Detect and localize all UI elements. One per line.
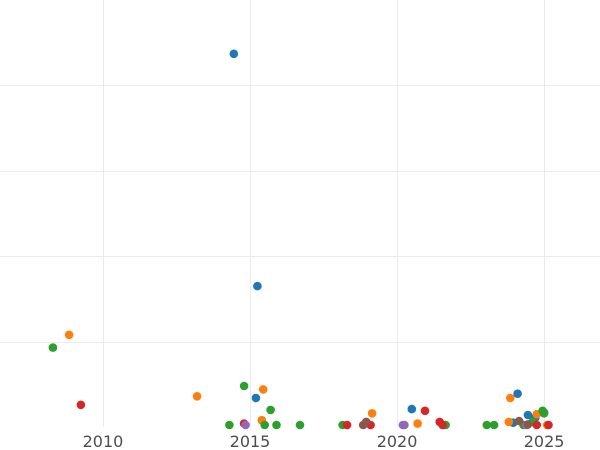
data-point-s3-6 [438, 420, 447, 430]
data-point-s2-10 [489, 420, 499, 430]
data-point-s1-6 [506, 393, 515, 403]
data-point-s5-2 [514, 416, 524, 426]
data-point-s5-1 [358, 420, 368, 430]
data-points [48, 49, 553, 430]
data-point-s5-3 [523, 420, 533, 429]
data-point-s0-3 [407, 404, 417, 414]
data-point-s1-0 [64, 330, 74, 340]
data-point-s0-0 [229, 49, 239, 59]
x-axis-ticks: 2010 2015 2020 2025 [83, 432, 565, 450]
data-point-s0-2 [251, 393, 261, 403]
data-point-s2-3 [225, 420, 234, 430]
data-point-s1-4 [367, 409, 377, 418]
x-tick-label: 2010 [83, 432, 124, 450]
data-point-s2-1 [239, 381, 249, 391]
data-point-s1-5 [413, 419, 422, 428]
data-point-s1-2 [258, 385, 268, 394]
data-point-s0-1 [253, 281, 262, 291]
data-point-s2-5 [272, 420, 281, 430]
data-point-s2-9 [482, 420, 492, 430]
data-point-s3-2 [342, 420, 352, 430]
data-point-s2-0 [48, 343, 58, 352]
data-point-s3-7 [532, 420, 542, 430]
data-point-s4-2 [398, 420, 408, 430]
data-point-s2-13 [539, 409, 549, 418]
x-tick-label: 2025 [524, 432, 565, 450]
x-tick-label: 2015 [230, 432, 271, 450]
data-point-s0-4 [513, 389, 522, 399]
data-point-s1-1 [192, 392, 202, 401]
data-point-s1-7 [504, 417, 514, 427]
data-point-s4-0 [241, 420, 250, 430]
data-point-s3-8 [544, 420, 553, 430]
data-point-s2-2 [266, 405, 275, 415]
data-point-s2-6 [295, 420, 305, 430]
data-point-s2-4 [260, 420, 270, 430]
x-tick-label: 2020 [377, 432, 418, 450]
data-point-s0-5 [523, 410, 533, 420]
data-point-s3-0 [76, 400, 86, 410]
grid-layer [0, 0, 600, 427]
data-point-s3-4 [420, 406, 430, 416]
